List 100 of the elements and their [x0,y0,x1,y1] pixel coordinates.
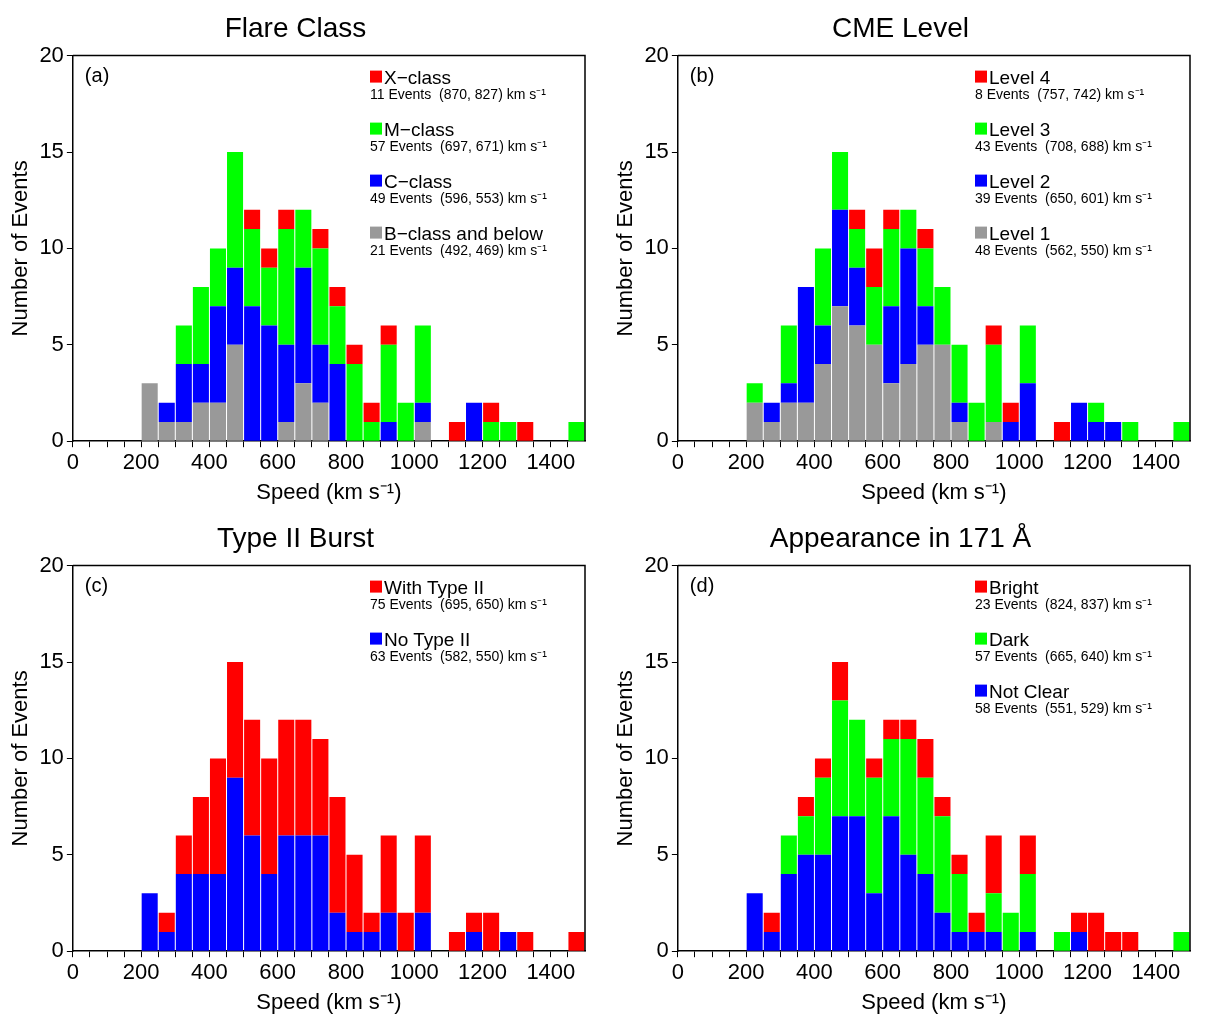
bar [500,931,517,951]
chart-title: Type II Burst [216,521,375,553]
y-tick-label: 15 [644,648,669,674]
x-tick-label: 1400 [526,959,576,985]
bar [346,344,363,365]
bar [1173,421,1190,441]
y-tick-label: 20 [39,41,64,67]
legend-label: Not Clear [989,680,1070,702]
bar [517,421,534,441]
x-tick-label: 400 [796,959,833,985]
legend-label: C−class [384,170,453,192]
x-tick-label: 400 [191,449,228,475]
y-tick-label: 5 [51,840,64,866]
x-tick-label: 1200 [458,959,508,985]
legend-label: Level 2 [989,170,1051,192]
bar [466,402,483,441]
chart-title: Flare Class [224,11,367,43]
legend-label: Level 1 [989,222,1051,244]
bar [1088,402,1105,422]
x-tick-label: 200 [122,449,160,475]
bar [832,662,849,701]
bar [363,402,380,422]
x-tick-label: 1000 [994,449,1044,475]
legend-label: X−class [384,66,452,88]
chart-title: CME Level [832,11,969,43]
x-tick-label: 1200 [1063,449,1113,475]
annotation: (c) [84,573,109,596]
legend-label: Bright [989,576,1040,598]
x-axis-title: Speed (km s⁻¹) [256,988,402,1014]
bar [414,402,431,422]
bar [1071,931,1088,951]
y-tick-label: 20 [644,551,669,577]
x-tick-label: 1200 [1063,959,1113,985]
annotation: (a) [84,63,110,86]
legend-label: With Type II [384,576,484,598]
x-axis-title: Speed (km s⁻¹) [861,478,1007,504]
x-tick-label: 1400 [1131,449,1181,475]
y-tick-label: 5 [656,330,669,356]
bar [329,286,346,307]
annotation: 8 Events (757, 742) km s⁻¹ [975,85,1145,102]
bar [448,421,465,441]
bar [244,209,261,230]
annotation: 11 Events (870, 827) km s⁻¹ [370,85,547,102]
annotation: (b) [689,63,715,86]
bar [951,402,968,422]
x-tick-label: 600 [259,959,297,985]
legend-label: Dark [989,628,1030,650]
bar [517,931,534,951]
bar [917,229,934,249]
bar [414,421,431,441]
bar [951,344,968,403]
bar [414,912,431,951]
bar [866,758,883,778]
annotation: 48 Events (562, 550) km s⁻¹ [975,241,1153,258]
x-tick-label: 800 [327,959,365,985]
bar [380,421,397,441]
bar [883,209,900,230]
bar [483,402,500,422]
legend-label: M−class [384,118,455,140]
bar [814,758,831,778]
annotation: 39 Events (650, 601) km s⁻¹ [975,189,1153,206]
bar [951,421,968,441]
bar [917,739,934,778]
bar [1019,325,1036,384]
bar [985,835,1002,894]
y-tick-label: 5 [656,840,669,866]
x-tick-label: 200 [122,959,160,985]
bar [397,912,414,951]
y-tick-label: 20 [644,41,669,67]
y-tick-label: 15 [39,648,64,674]
bar [849,229,866,268]
x-tick-label: 1000 [389,449,439,475]
legend-label: No Type II [384,628,471,650]
y-tick-label: 0 [656,937,669,963]
bar [763,912,780,932]
y-axis-title: Number of Events [612,670,638,847]
y-tick-label: 15 [644,138,669,164]
bar [763,402,780,422]
bar [934,796,951,817]
bar [849,209,866,230]
bar [414,325,431,403]
bar [380,325,397,345]
bar [968,912,985,932]
chart-title: Appearance in 171 Å [769,521,1032,553]
annotation: 58 Events (551, 529) km s⁻¹ [975,699,1153,716]
bar [261,248,278,268]
annotation: 49 Events (596, 553) km s⁻¹ [370,189,548,206]
x-tick-label: 1000 [389,959,439,985]
x-tick-label: 200 [727,449,765,475]
x-tick-label: 800 [932,449,970,475]
x-tick-label: 1200 [458,449,508,475]
bar [312,229,329,249]
y-axis-title: Number of Events [612,160,638,337]
bar [832,152,849,210]
legend-label: Level 3 [989,118,1051,140]
y-tick-label: 0 [51,937,64,963]
x-tick-label: 400 [796,449,833,475]
y-tick-label: 0 [51,427,64,453]
bar [951,874,968,932]
bar [568,931,585,951]
